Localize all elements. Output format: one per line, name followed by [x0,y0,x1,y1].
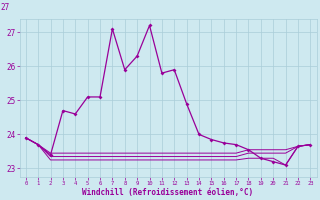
Text: 27: 27 [0,3,10,12]
X-axis label: Windchill (Refroidissement éolien,°C): Windchill (Refroidissement éolien,°C) [83,188,254,197]
